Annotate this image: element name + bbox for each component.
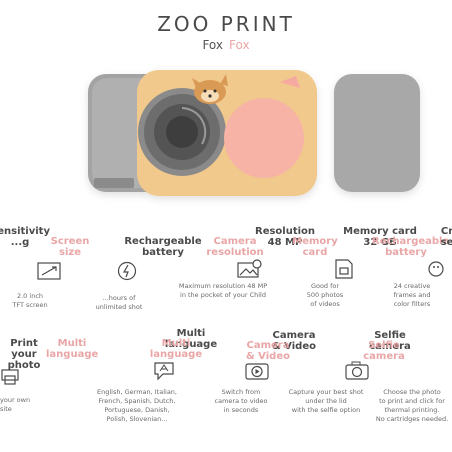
feature-head-line2: resolution bbox=[206, 247, 264, 258]
feature-desc-battery: ...hours of unlimited shot bbox=[95, 294, 143, 311]
feature-head-line2: language bbox=[46, 349, 99, 360]
feature-head-line2: battery bbox=[385, 247, 427, 258]
feature-head-line2: size bbox=[59, 247, 81, 258]
feature-head-line2: language bbox=[164, 339, 218, 350]
feature-head-line2: ...g bbox=[10, 237, 30, 248]
feature-desc-screen: 2.0 inch TFT screen bbox=[12, 292, 48, 309]
resolution-icon bbox=[236, 258, 262, 280]
feature-head-line2: se bbox=[440, 237, 452, 248]
model-name-pink: Fox bbox=[229, 38, 250, 52]
camera-side bbox=[334, 74, 420, 192]
feature-head-sensitivity: Sensitivity ...g bbox=[0, 226, 50, 248]
feature-head-line1: Memory card bbox=[343, 226, 417, 237]
feature-desc-frames: 24 creative frames and color filters bbox=[393, 282, 431, 308]
feature-head-rechargeable: Rechargeable battery bbox=[372, 236, 450, 258]
feature-desc-print: your own site bbox=[0, 396, 31, 413]
memory-card-icon bbox=[330, 258, 356, 280]
feature-head-battery: Rechargeable battery bbox=[118, 236, 208, 258]
print-icon bbox=[0, 364, 26, 386]
feature-head-line1: Camera bbox=[213, 236, 257, 247]
feature-head-print: Print your photo bbox=[0, 338, 54, 371]
feature-desc-memory: Good for 500 photos of videos bbox=[306, 282, 344, 308]
language-icon bbox=[152, 360, 178, 382]
feature-head-multi-language-pink: Multi language bbox=[46, 338, 98, 360]
feature-desc-resolution: Maximum resolution 48 MP in the pocket o… bbox=[178, 282, 268, 299]
feature-desc-language: English, German, Italian, French, Spanis… bbox=[97, 388, 177, 423]
product-subtitle: Fox Fox bbox=[0, 38, 452, 52]
feature-head-selfie-pink: Selfie camera bbox=[356, 340, 412, 362]
selfie-icon bbox=[344, 360, 370, 382]
model-name: Fox bbox=[202, 38, 223, 52]
camera-product-image bbox=[88, 70, 420, 196]
feature-head-line2: card bbox=[302, 247, 328, 258]
feature-head-camera-video-pink: Camera & Video bbox=[240, 340, 296, 362]
feature-head-camera-resolution: Camera resolution bbox=[205, 236, 265, 258]
feature-desc-selfie: Capture your best shot under the lid wit… bbox=[288, 388, 364, 414]
feature-head-selfie: Selfie camera bbox=[360, 330, 420, 352]
feature-head-line1: Print bbox=[10, 338, 38, 349]
feature-head-creative: Cr se bbox=[432, 226, 452, 248]
camera-front bbox=[137, 70, 317, 196]
video-icon bbox=[244, 360, 270, 382]
feature-head-camera-video: Camera & Video bbox=[264, 330, 324, 352]
product-title: ZOO PRINT bbox=[157, 12, 295, 36]
feature-head-line1: Multi bbox=[161, 338, 191, 349]
feature-head-line1: Multi bbox=[57, 338, 87, 349]
feature-head-line1: Memory bbox=[292, 236, 338, 247]
feature-head-line1: Camera bbox=[272, 330, 316, 341]
battery-icon bbox=[114, 260, 140, 282]
feature-head-line2: camera bbox=[363, 351, 405, 362]
feature-head-line1: Multi bbox=[176, 328, 206, 339]
feature-head-line1: Rechargeable bbox=[372, 236, 450, 247]
feature-head-memory: Memory card bbox=[290, 236, 340, 258]
feature-head-line2: 32 GB bbox=[363, 237, 397, 248]
feature-head-line1: Selfie bbox=[374, 330, 406, 341]
feature-head-line2: battery bbox=[142, 247, 184, 258]
feature-head-line1: Selfie bbox=[368, 340, 400, 351]
feature-head-line1: Rechargeable bbox=[124, 236, 202, 247]
feature-head-line2: & Video bbox=[271, 341, 316, 352]
feature-head-memory-card: Memory card 32 GB bbox=[340, 226, 420, 248]
frames-icon bbox=[428, 258, 452, 280]
feature-head-line1: Resolution bbox=[255, 226, 316, 237]
feature-head-line2: 48 MP bbox=[267, 237, 303, 248]
feature-head-line2: language bbox=[149, 349, 203, 360]
feature-head-line1: Camera bbox=[246, 340, 290, 351]
feature-head-screen-size: Screen size bbox=[40, 236, 100, 258]
feature-head-line1: Sensitivity bbox=[0, 226, 50, 237]
feature-desc-printing: Choose the photo to print and click for … bbox=[375, 388, 449, 423]
feature-head-line1: Cr bbox=[440, 226, 452, 237]
feature-head-line1: Screen bbox=[50, 236, 90, 247]
feature-desc-video: Switch from camera to video in seconds bbox=[214, 388, 268, 414]
feature-head-multi-language-pink-2: Multi language bbox=[146, 338, 206, 360]
screen-size-icon bbox=[36, 260, 62, 282]
feature-head-line2: & Video bbox=[245, 351, 290, 362]
feature-head-line2: your photo bbox=[7, 349, 41, 371]
feature-head-resolution: Resolution 48 MP bbox=[255, 226, 315, 248]
feature-head-multi-language: Multi language bbox=[156, 328, 226, 350]
feature-head-line2: camera bbox=[369, 341, 411, 352]
